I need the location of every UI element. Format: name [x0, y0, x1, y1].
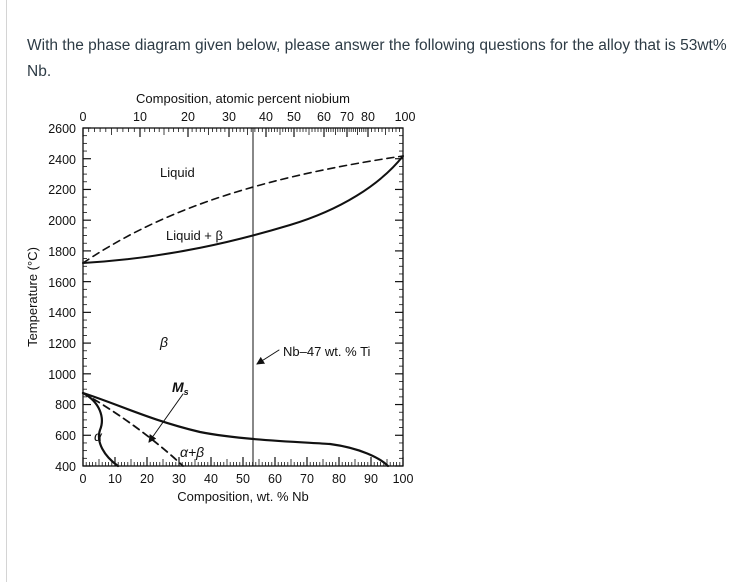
y-axis-title: Temperature (°C) — [25, 247, 40, 347]
top-tick-label: 70 — [340, 110, 354, 124]
bottom-tick-label: 50 — [236, 472, 250, 486]
bottom-tick-label: 90 — [364, 472, 378, 486]
ms-label: Ms — [172, 379, 189, 397]
ms-pointer-arrow — [148, 393, 184, 443]
bottom-tick-label: 20 — [140, 472, 154, 486]
top-tick-label: 100 — [395, 110, 416, 124]
content-left-border — [6, 0, 7, 582]
top-tick-label: 0 — [80, 110, 87, 124]
top-tick-labels: 0 10 20 30 40 50 60 70 80 100 — [80, 110, 416, 124]
top-tick-label: 40 — [259, 110, 273, 124]
bottom-tick-label: 30 — [172, 472, 186, 486]
y-tick-label: 1400 — [48, 306, 76, 320]
composition-marker-label: Nb–47 wt. % Ti — [283, 344, 371, 359]
alpha-label: α — [94, 428, 103, 444]
bottom-tick-label: 40 — [204, 472, 218, 486]
top-tick-label: 30 — [222, 110, 236, 124]
question-text: With the phase diagram given below, plea… — [27, 37, 727, 80]
y-tick-label: 400 — [55, 460, 76, 474]
y-tick-label: 1800 — [48, 245, 76, 259]
top-tick-label: 20 — [181, 110, 195, 124]
beta-transus-line — [81, 391, 390, 468]
bottom-axis-title: Composition, wt. % Nb — [177, 489, 309, 504]
y-tick-label: 800 — [55, 398, 76, 412]
liquidus-line — [82, 155, 404, 264]
beta-label: β — [159, 334, 168, 350]
bottom-tick-label: 10 — [108, 472, 122, 486]
phase-boundaries — [81, 127, 404, 468]
liquid-label: Liquid — [160, 165, 195, 180]
alpha-solvus-line — [81, 391, 120, 468]
y-tick-labels: 2600 2400 2200 2000 1800 1600 1400 1200 … — [48, 122, 76, 474]
y-tick-label: 1200 — [48, 337, 76, 351]
composition-pointer-arrow — [256, 349, 280, 365]
plot-frame — [82, 127, 404, 467]
bottom-tick-label: 0 — [80, 472, 87, 486]
liquid-beta-label: Liquid + β — [166, 228, 223, 243]
top-tick-label: 50 — [287, 110, 301, 124]
y-tick-label: 2000 — [48, 214, 76, 228]
top-tick-label: 60 — [317, 110, 331, 124]
y-tick-label: 600 — [55, 429, 76, 443]
top-axis-title: Composition, atomic percent niobium — [136, 91, 350, 106]
y-tick-label: 1600 — [48, 276, 76, 290]
bottom-tick-labels: 0 10 20 30 40 50 60 70 80 90 100 — [80, 472, 414, 486]
top-tick-label: 80 — [361, 110, 375, 124]
y-tick-label: 2400 — [48, 153, 76, 167]
solidus-line — [82, 155, 404, 264]
alpha-beta-label: α+β — [180, 444, 204, 460]
bottom-tick-label: 100 — [393, 472, 414, 486]
y-tick-label: 2600 — [48, 122, 76, 136]
y-tick-label: 2200 — [48, 183, 76, 197]
tick-marks — [82, 127, 404, 467]
y-tick-label: 1000 — [48, 368, 76, 382]
ms-line — [82, 392, 184, 467]
bottom-tick-label: 80 — [332, 472, 346, 486]
bottom-tick-label: 60 — [268, 472, 282, 486]
top-tick-label: 10 — [133, 110, 147, 124]
bottom-tick-label: 70 — [300, 472, 314, 486]
